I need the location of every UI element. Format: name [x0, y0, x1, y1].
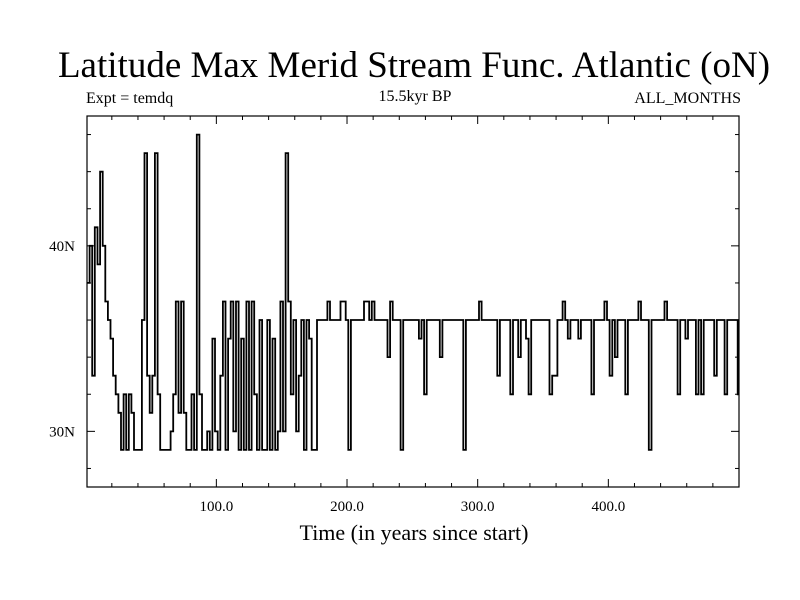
y-tick-label: 30N	[49, 424, 75, 440]
period-label: 15.5kyr BP	[378, 88, 452, 105]
series-line	[87, 133, 739, 451]
y-tick-label: 40N	[49, 239, 75, 255]
axis-ticks	[87, 116, 739, 487]
x-tick-label: 300.0	[461, 499, 495, 515]
x-tick-label: 400.0	[591, 499, 625, 515]
chart-title: Latitude Max Merid Stream Func. Atlantic…	[57, 45, 771, 86]
x-tick-label: 200.0	[330, 499, 364, 515]
x-tick-label: 100.0	[199, 499, 233, 515]
x-axis-label: Time (in years since start)	[299, 520, 529, 545]
plot-frame	[86, 115, 740, 488]
experiment-label: Expt = temdq	[86, 90, 174, 107]
tick-labels: 100.0 200.0 300.0 400.0 30N 40N	[49, 239, 625, 515]
months-label: ALL_MONTHS	[634, 90, 741, 107]
